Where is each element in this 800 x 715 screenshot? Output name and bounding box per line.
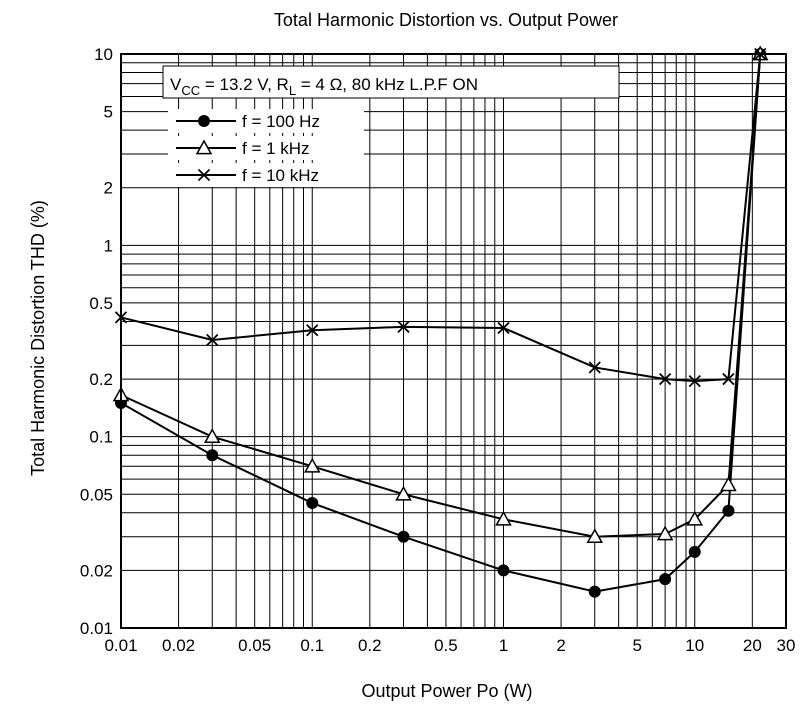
data-point	[497, 321, 510, 335]
data-point	[656, 525, 674, 541]
legend-condition: VCC = 13.2 V, RL = 4 Ω, 80 kHz L.P.F ON	[170, 75, 478, 98]
x-tick-label: 20	[743, 636, 762, 655]
data-point	[206, 449, 219, 462]
x-tick-label: 0.2	[358, 636, 382, 655]
series-line	[120, 53, 762, 593]
data-point	[588, 585, 601, 598]
data-point	[588, 361, 601, 374]
series-x	[114, 47, 767, 388]
y-tick-label: 0.02	[80, 561, 113, 580]
x-tick-label: 1	[499, 636, 508, 655]
y-tick-label: 0.05	[80, 485, 113, 504]
x-tick-label: 2	[556, 636, 565, 655]
data-point	[303, 457, 321, 473]
data-point	[720, 476, 737, 492]
x-tick-label: 0.01	[104, 636, 137, 655]
x-tick-label: 0.02	[162, 636, 195, 655]
legend-label: f = 1 kHz	[242, 139, 310, 158]
data-point	[306, 324, 319, 337]
chart-title: Total Harmonic Distortion vs. Output Pow…	[274, 10, 618, 30]
y-tick-label: 5	[104, 103, 113, 122]
data-point	[198, 115, 210, 127]
data-point	[495, 510, 512, 526]
plot-frame	[120, 53, 787, 629]
data-point	[197, 168, 211, 182]
x-tick-label: 0.05	[238, 636, 271, 655]
data-point	[658, 372, 672, 386]
y-tick-label: 0.2	[89, 370, 113, 389]
data-point	[203, 428, 221, 444]
data-point	[206, 333, 219, 347]
y-tick-label: 0.01	[80, 619, 113, 638]
data-point	[397, 320, 410, 333]
data-point	[395, 485, 412, 501]
x-axis-label: Output Power Po (W)	[361, 681, 532, 701]
y-tick-label: 10	[94, 45, 113, 64]
data-point	[686, 510, 704, 526]
x-tick-label: 0.1	[300, 636, 324, 655]
data-point	[722, 372, 735, 386]
x-tick-label: 0.5	[434, 636, 458, 655]
data-point	[688, 375, 701, 388]
data-point	[659, 573, 672, 586]
data-point	[497, 564, 510, 577]
data-point	[722, 504, 735, 517]
series-line	[120, 53, 762, 383]
data-point	[306, 497, 319, 510]
series-triangle	[112, 45, 769, 544]
legend-label: f = 10 kHz	[242, 166, 319, 185]
y-tick-label: 0.5	[89, 294, 113, 313]
x-tick-label: 10	[685, 636, 704, 655]
series-layer	[112, 45, 769, 598]
y-tick-label: 1	[104, 236, 113, 255]
tick-labels: 0.01 0.02 0.05 0.1 0.2 0.5 1 2 5 10 20 30 0.01 0.02 0.…	[80, 45, 796, 655]
data-point	[195, 139, 213, 155]
data-point	[397, 530, 410, 543]
x-tick-label: 5	[632, 636, 641, 655]
legend-condition-box	[162, 65, 620, 99]
y-axis-label: Total Harmonic Distortion THD (%)	[28, 200, 48, 476]
legend: VCC = 13.2 V, RL = 4 Ω, 80 kHz L.P.F ON f…	[162, 65, 620, 187]
series-line	[120, 53, 762, 538]
data-point	[586, 528, 604, 544]
y-tick-label: 0.1	[89, 428, 113, 447]
y-tick-label: 2	[104, 179, 113, 198]
x-tick-label: 30	[777, 636, 796, 655]
data-point	[688, 545, 701, 558]
legend-label: f = 100 Hz	[242, 112, 320, 131]
